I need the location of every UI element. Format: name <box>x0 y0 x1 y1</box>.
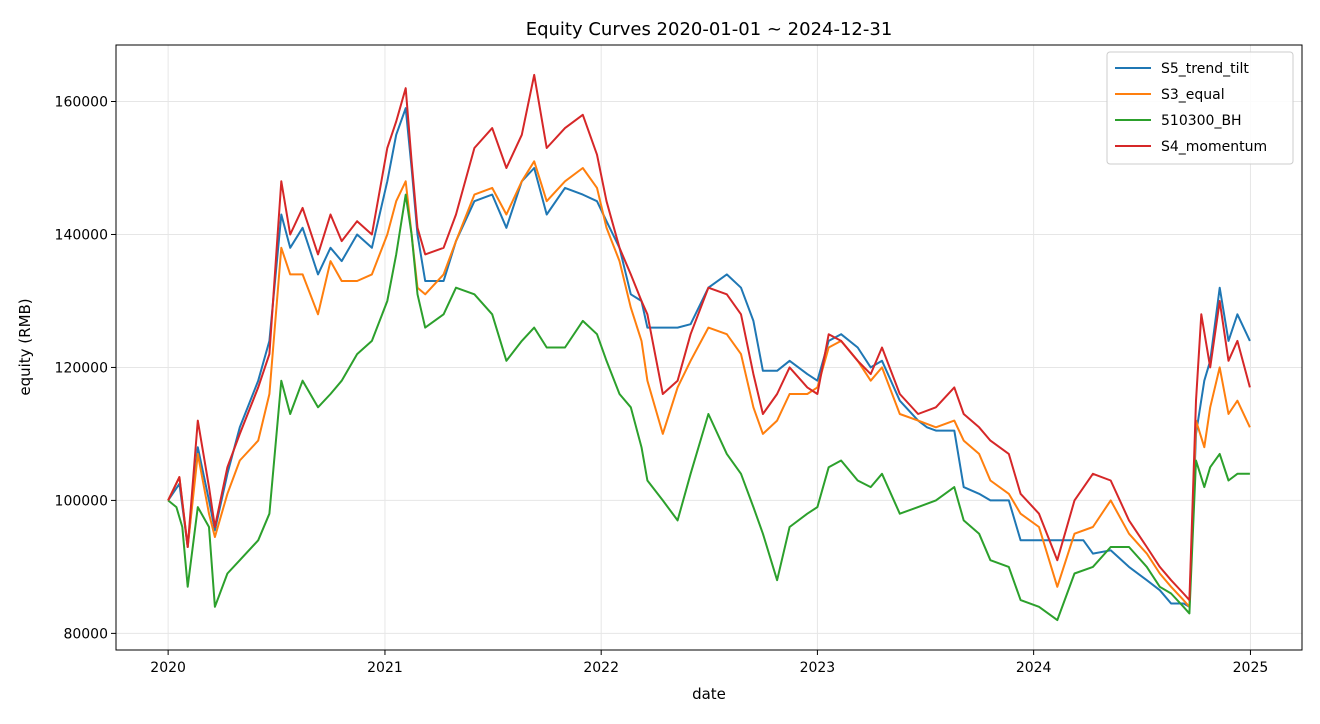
y-tick-label: 140000 <box>55 227 108 243</box>
x-axis: 2020 2021 2022 2023 2024 2025 <box>150 650 1268 676</box>
y-axis: 80000 100000 120000 140000 160000 <box>55 95 116 642</box>
legend-label: 510300_BH <box>1161 113 1242 129</box>
y-tick-label: 160000 <box>55 95 108 111</box>
x-tick-label: 2022 <box>583 660 619 676</box>
x-tick-label: 2021 <box>367 660 403 676</box>
chart-title: Equity Curves 2020-01-01 ~ 2024-12-31 <box>526 19 893 40</box>
series-line-4 <box>167 73 1251 602</box>
series-line-1 <box>167 107 1251 608</box>
y-tick-label: 100000 <box>55 493 108 509</box>
x-tick-label: 2023 <box>800 660 836 676</box>
y-tick-label: 80000 <box>63 626 108 642</box>
x-tick-label: 2024 <box>1016 660 1052 676</box>
series-layer <box>167 73 1251 622</box>
legend-label: S5_trend_tilt <box>1161 61 1249 77</box>
legend-label: S4_momentum <box>1161 139 1267 155</box>
series-line-2 <box>167 160 1251 608</box>
series-line-3 <box>167 193 1250 622</box>
legend-label: S3_equal <box>1161 87 1225 103</box>
x-axis-label: date <box>692 685 726 703</box>
y-tick-label: 120000 <box>55 360 108 376</box>
legend: S5_trend_tilt S3_equal 510300_BH S4_momentu… <box>1106 51 1294 165</box>
y-axis-label: equity (RMB) <box>16 298 34 395</box>
x-tick-label: 2025 <box>1233 660 1269 676</box>
legend-box <box>1106 51 1294 165</box>
plot-frame <box>115 44 1303 651</box>
x-tick-label: 2020 <box>150 660 186 676</box>
